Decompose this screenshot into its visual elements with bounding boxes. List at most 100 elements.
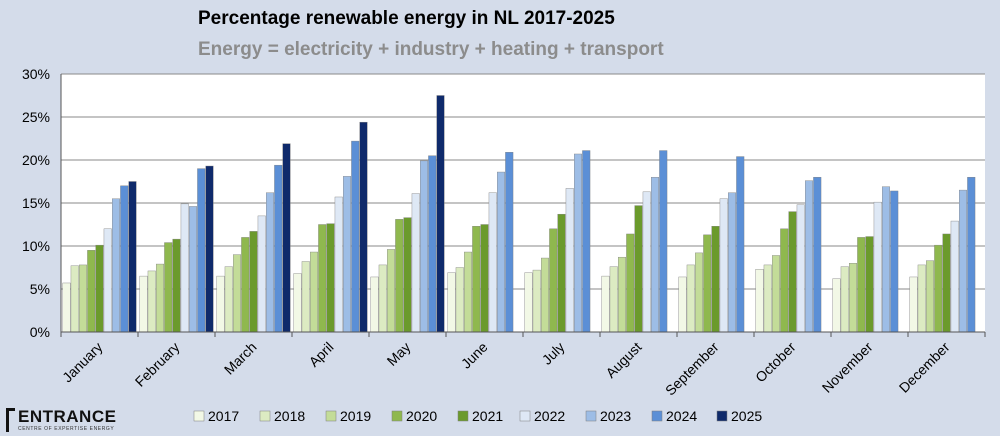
- bar-2020-january: [87, 250, 96, 333]
- bar-2022-august: [642, 191, 651, 333]
- legend-swatch-2024: [651, 410, 663, 422]
- bar-2020-june: [472, 226, 481, 333]
- bar-2017-july: [524, 272, 533, 333]
- legend-swatch-2025: [716, 410, 728, 422]
- legend-label-2018: 2018: [274, 408, 305, 424]
- bar-2024-june: [505, 152, 514, 333]
- bar-2021-february: [172, 238, 181, 333]
- legend-swatch-2021: [457, 410, 469, 422]
- legend-swatch-2017: [193, 410, 205, 422]
- x-tick-label: October: [752, 339, 799, 386]
- chart-subtitle: Energy = electricity + industry + heatin…: [198, 39, 664, 60]
- bar-2018-may: [378, 264, 387, 333]
- bar-2017-december: [909, 276, 918, 333]
- x-tick-label: November: [819, 339, 876, 396]
- bar-2020-april: [318, 224, 327, 333]
- x-tick-label: April: [305, 339, 336, 370]
- legend-swatch-2020: [391, 410, 403, 422]
- y-tick-label: 10%: [22, 238, 50, 254]
- bar-2025-january: [128, 181, 137, 333]
- logo-bar-icon: [6, 408, 9, 432]
- legend-swatch-2022: [519, 410, 531, 422]
- bar-2024-april: [351, 140, 360, 333]
- bar-2025-may: [436, 95, 445, 333]
- bar-2024-may: [428, 155, 437, 333]
- entrance-logo: ENTRANCE CENTRE OF EXPERTISE ENERGY: [6, 407, 116, 432]
- bar-2023-july: [574, 153, 583, 333]
- bar-2021-august: [634, 205, 643, 333]
- y-tick-label: 30%: [22, 66, 50, 82]
- bar-2017-march: [216, 275, 225, 333]
- bar-2019-march: [232, 254, 241, 333]
- bar-2023-august: [651, 176, 660, 333]
- bar-2020-may: [395, 219, 404, 333]
- bar-2022-february: [180, 203, 189, 333]
- bar-2023-september: [728, 192, 737, 333]
- bar-2019-october: [772, 255, 781, 333]
- x-tick-label: June: [458, 339, 491, 372]
- bar-2023-november: [882, 186, 891, 333]
- legend-swatch-2018: [259, 410, 271, 422]
- logo-name: ENTRANCE: [18, 407, 116, 426]
- x-tick-label: August: [602, 339, 644, 381]
- x-tick-label: January: [59, 339, 106, 386]
- y-tick-label: 5%: [30, 281, 50, 297]
- bar-2018-november: [840, 266, 849, 333]
- bar-2021-march: [249, 231, 258, 333]
- bar-2018-september: [686, 264, 695, 333]
- bar-2024-march: [274, 164, 283, 333]
- bar-2018-april: [301, 261, 310, 333]
- bar-2024-october: [813, 176, 822, 333]
- bar-2019-june: [464, 251, 473, 333]
- bar-2018-march: [224, 266, 233, 333]
- bar-2021-july: [557, 213, 566, 333]
- bar-2017-april: [293, 273, 302, 333]
- bar-2017-february: [139, 275, 148, 333]
- bar-2017-september: [678, 276, 687, 333]
- bar-2019-february: [155, 263, 164, 333]
- legend-label-2021: 2021: [472, 408, 503, 424]
- bar-2021-october: [788, 211, 797, 333]
- bar-2024-january: [120, 185, 129, 333]
- bar-2017-may: [370, 276, 379, 333]
- bar-2018-january: [70, 265, 79, 333]
- bar-2020-march: [241, 237, 250, 333]
- bar-2020-august: [626, 233, 635, 333]
- bar-2020-february: [164, 242, 173, 333]
- legend-label-2023: 2023: [600, 408, 631, 424]
- bar-2023-december: [959, 189, 968, 333]
- bar-2021-november: [865, 236, 874, 333]
- bar-2023-march: [266, 192, 275, 333]
- bar-2021-january: [95, 244, 104, 333]
- bar-2022-september: [719, 198, 728, 333]
- logo-cap-icon: [6, 408, 15, 411]
- chart-title: Percentage renewable energy in NL 2017-2…: [198, 8, 615, 29]
- bar-2022-march: [257, 215, 266, 333]
- bar-2019-may: [387, 249, 396, 333]
- bar-2022-may: [411, 193, 420, 333]
- bar-2019-november: [849, 263, 858, 333]
- bar-2025-april: [359, 121, 368, 333]
- bar-2023-april: [343, 176, 352, 333]
- bar-2020-july: [549, 228, 558, 333]
- legend-label-2020: 2020: [406, 408, 437, 424]
- y-tick-label: 20%: [22, 152, 50, 168]
- x-tick-label: December: [896, 339, 953, 396]
- bar-2022-october: [796, 204, 805, 333]
- bar-2021-may: [403, 217, 412, 333]
- bar-2023-june: [497, 171, 506, 333]
- bar-2023-february: [188, 206, 197, 333]
- bar-2020-october: [780, 228, 789, 333]
- bar-2019-july: [541, 257, 550, 333]
- legend-label-2019: 2019: [340, 408, 371, 424]
- x-axis: [60, 74, 986, 337]
- bar-2022-january: [103, 228, 112, 333]
- bar-2022-november: [873, 201, 882, 333]
- bar-2018-july: [532, 269, 541, 333]
- bar-2024-september: [736, 156, 745, 333]
- bar-2020-september: [703, 234, 712, 333]
- legend-swatch-2023: [585, 410, 597, 422]
- bar-2020-december: [934, 244, 943, 333]
- legend-label-2017: 2017: [208, 408, 239, 424]
